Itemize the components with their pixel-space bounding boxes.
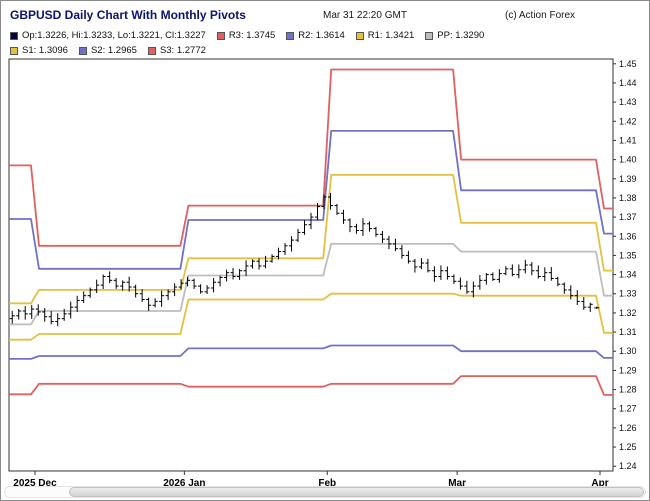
y-axis-tick-label: 1.33 [619,289,637,299]
y-axis-tick-label: 1.37 [619,212,637,222]
legend-item-label: PP: 1.3290 [437,30,485,41]
y-axis-tick-label: 1.42 [619,116,637,126]
y-axis-tick-label: 1.24 [619,461,637,471]
legend-row-2: S1: 1.3096 S2: 1.2965 S3: 1.2772 [10,43,495,58]
legend-item: S2: 1.2965 [78,45,137,56]
horizontal-scrollbar[interactable] [4,486,646,498]
legend-item: R2: 1.3614 [286,30,345,41]
x-axis-label: Feb [318,478,336,489]
legend-swatch-icon [286,31,295,40]
pivot-line-r3 [9,68,613,247]
y-axis-tick-label: 1.34 [619,270,637,280]
y-axis-tick-label: 1.29 [619,365,637,375]
legend-swatch-icon [10,46,18,55]
y-axis-tick-label: 1.41 [619,135,637,145]
legend: Op:1.3226, Hi:1.3233, Lo:1.3221, Cl:1.32… [10,28,495,58]
y-axis-tick-label: 1.28 [619,385,637,395]
pivot-line-s2 [9,344,613,360]
legend-item: S3: 1.2772 [147,45,206,56]
y-axis-tick-label: 1.39 [619,174,637,184]
x-axis-label: Mar [448,478,466,489]
plot-border [8,58,614,472]
legend-item-label: R3: 1.3745 [228,30,276,41]
pivot-line-s3 [9,375,613,396]
y-axis-tick-label: 1.30 [619,346,637,356]
y-axis-tick-label: 1.45 [619,59,637,69]
legend-item: S1: 1.3096 [10,45,68,56]
y-axis-tick-label: 1.26 [619,423,637,433]
y-axis-tick-label: 1.36 [619,231,637,241]
scrollbar-thumb[interactable] [69,487,644,497]
x-axis-label: 2025 Dec [13,478,57,489]
pivot-line-s1 [9,292,613,341]
legend-item-label: S1: 1.3096 [22,45,68,56]
legend-swatch-icon [355,31,364,40]
legend-item-label: S3: 1.2772 [159,45,206,56]
legend-row-1: Op:1.3226, Hi:1.3233, Lo:1.3221, Cl:1.32… [10,28,495,43]
y-axis-tick-label: 1.25 [619,442,637,452]
legend-item-label: R2: 1.3614 [298,30,345,41]
legend-item: Op:1.3226, Hi:1.3233, Lo:1.3221, Cl:1.32… [10,30,206,41]
legend-swatch-icon [147,46,156,55]
legend-item: R3: 1.3745 [216,30,276,41]
legend-item-label: R1: 1.3421 [367,30,415,41]
y-axis-tick-label: 1.35 [619,250,637,260]
x-axis-label: Apr [591,478,608,489]
y-axis-tick-label: 1.44 [619,78,637,88]
legend-swatch-icon [10,31,18,40]
ohlc-series [9,192,600,327]
y-axis-tick-label: 1.40 [619,155,637,165]
legend-swatch-icon [216,31,225,40]
y-axis-tick-label: 1.43 [619,97,637,107]
pivot-line-r1 [9,173,613,305]
legend-swatch-icon [78,46,87,55]
x-axis-label: 2026 Jan [163,478,205,489]
chart-timestamp: Mar 31 22:20 GMT [323,10,407,21]
y-axis-tick-label: 1.32 [619,308,637,318]
y-axis-tick-label: 1.27 [619,404,637,414]
legend-swatch-icon [425,31,434,40]
pivot-line-pp [9,242,613,326]
copyright-label: (c) Action Forex [505,10,576,21]
legend-item: PP: 1.3290 [425,30,484,41]
legend-item-label: S2: 1.2965 [90,45,137,56]
legend-item: R1: 1.3421 [355,30,415,41]
y-axis-tick-label: 1.38 [619,193,637,203]
y-axis-tick-label: 1.31 [619,327,637,337]
legend-item-label: Op:1.3226, Hi:1.3233, Lo:1.3221, Cl:1.32… [22,30,206,41]
pivot-line-r2 [9,129,613,270]
page-title: GBPUSD Daily Chart With Monthly Pivots [10,8,246,22]
